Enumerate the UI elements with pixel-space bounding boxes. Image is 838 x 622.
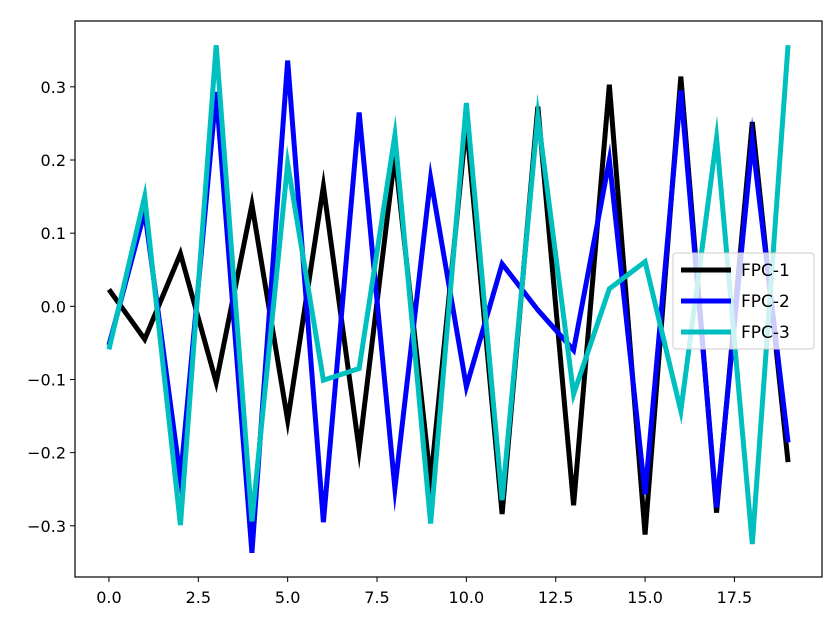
series-line-fpc-2	[106, 60, 791, 554]
x-tick-label: 7.5	[364, 588, 389, 607]
legend-label: FPC-3	[741, 323, 790, 343]
x-tick-label: 10.0	[449, 588, 485, 607]
y-axis: −0.3 −0.2 −0.1 0.0 0.1 0.2 0.3	[27, 78, 75, 536]
y-tick-label: −0.3	[27, 517, 66, 536]
x-axis: 0.0 2.5 5.0 7.5 10.0 12.5 15.0 17.5	[96, 577, 752, 607]
x-tick-label: 0.0	[96, 588, 121, 607]
legend: FPC-1 FPC-2 FPC-3	[672, 252, 815, 350]
y-tick-label: 0.1	[41, 224, 66, 243]
x-tick-label: 15.0	[627, 588, 663, 607]
series-line-fpc-3	[106, 44, 791, 545]
y-tick-label: 0.2	[41, 151, 66, 170]
legend-box	[672, 252, 815, 350]
y-tick-label: 0.3	[41, 78, 66, 97]
y-tick-label: 0.0	[41, 297, 66, 316]
x-tick-label: 12.5	[538, 588, 574, 607]
x-tick-label: 2.5	[186, 588, 211, 607]
y-tick-label: −0.1	[27, 370, 66, 389]
legend-label: FPC-2	[741, 292, 790, 312]
axes-frame	[74, 20, 823, 578]
y-tick-label: −0.2	[27, 444, 66, 463]
x-tick-label: 5.0	[275, 588, 300, 607]
x-tick-label: 17.5	[717, 588, 753, 607]
legend-label: FPC-1	[741, 261, 790, 281]
series-layer	[106, 44, 791, 554]
